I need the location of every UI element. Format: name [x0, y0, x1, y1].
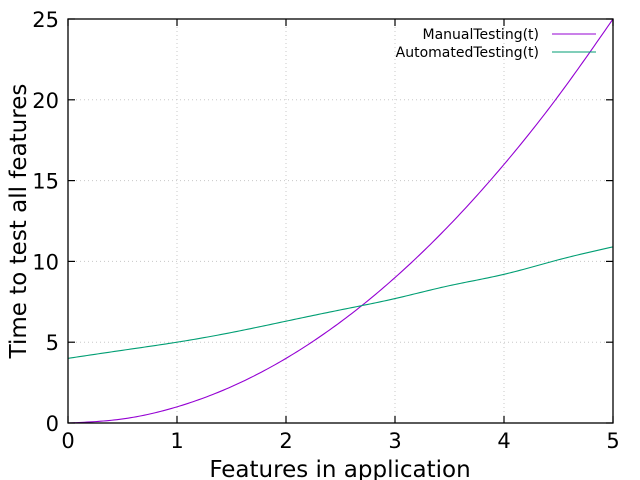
ticks: 0 1 2 3 4 5 0 5 10 15 20 25: [32, 8, 619, 453]
y-tick-label: 25: [32, 8, 59, 32]
x-tick-label: 5: [606, 429, 619, 453]
legend: ManualTesting(t) AutomatedTesting(t): [396, 27, 596, 61]
series-line-2: [67, 246, 614, 359]
x-axis-title: Features in application: [209, 457, 470, 480]
series-layer: [67, 18, 614, 424]
legend-label: ManualTesting(t): [422, 27, 539, 43]
series-line-1: [67, 18, 614, 424]
y-tick-label: 20: [32, 89, 59, 113]
plot-frame: [67, 18, 614, 424]
legend-label: AutomatedTesting(t): [396, 45, 539, 61]
y-tick-label: 0: [46, 412, 59, 436]
y-tick-label: 15: [32, 170, 59, 194]
grid: [68, 19, 613, 423]
x-tick-label: 0: [61, 429, 74, 453]
y-tick-label: 5: [46, 331, 59, 355]
y-axis-title: Time to test all features: [6, 84, 32, 360]
x-tick-label: 2: [279, 429, 292, 453]
x-tick-label: 3: [388, 429, 401, 453]
y-tick-label: 10: [32, 250, 59, 274]
x-tick-label: 1: [170, 429, 183, 453]
x-tick-label: 4: [497, 429, 510, 453]
